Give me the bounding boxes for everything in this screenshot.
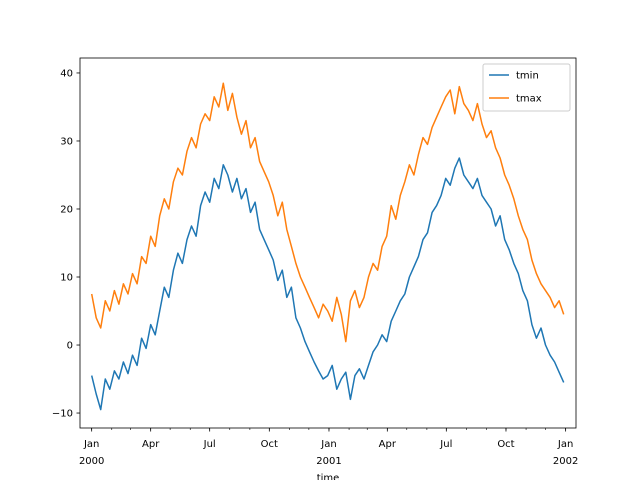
x-tick-year-label: 2002 bbox=[553, 456, 578, 467]
x-tick-label: Jul bbox=[439, 439, 452, 450]
plot-lines bbox=[90, 82, 565, 411]
x-tick-year-label: 2000 bbox=[79, 456, 104, 467]
plot-area-frame bbox=[79, 57, 577, 429]
y-tick-label: −10 bbox=[52, 409, 73, 420]
x-tick-label: Jan bbox=[557, 439, 573, 450]
x-tick-label: Oct bbox=[261, 439, 278, 450]
x-axis: Jan 2000 Apr Jul Oct Jan 2001 Apr Jul Oct Jan 2002 bbox=[79, 428, 578, 467]
y-axis: −10 0 10 20 30 40 bbox=[52, 68, 80, 420]
x-axis-label: time bbox=[317, 473, 340, 480]
y-tick-label: 40 bbox=[60, 68, 73, 79]
x-tick-label: Jan bbox=[320, 439, 336, 450]
x-tick-label: Jan bbox=[83, 439, 99, 450]
y-tick-label: 30 bbox=[60, 136, 73, 147]
y-tick-label: 10 bbox=[60, 273, 73, 284]
series-line-tmax bbox=[90, 82, 565, 343]
legend: tmin tmax bbox=[482, 63, 571, 112]
x-tick-label: Jul bbox=[203, 439, 216, 450]
x-tick-label: Apr bbox=[379, 439, 397, 450]
x-tick-label: Oct bbox=[497, 439, 514, 450]
x-tick-year-label: 2001 bbox=[316, 456, 341, 467]
y-tick-label: 20 bbox=[60, 204, 73, 215]
x-tick-label: Apr bbox=[142, 439, 160, 450]
series-line-tmin bbox=[90, 157, 565, 411]
legend-label-tmax: tmax bbox=[516, 94, 542, 105]
y-tick-label: 0 bbox=[67, 341, 73, 352]
legend-label-tmin: tmin bbox=[516, 71, 539, 82]
